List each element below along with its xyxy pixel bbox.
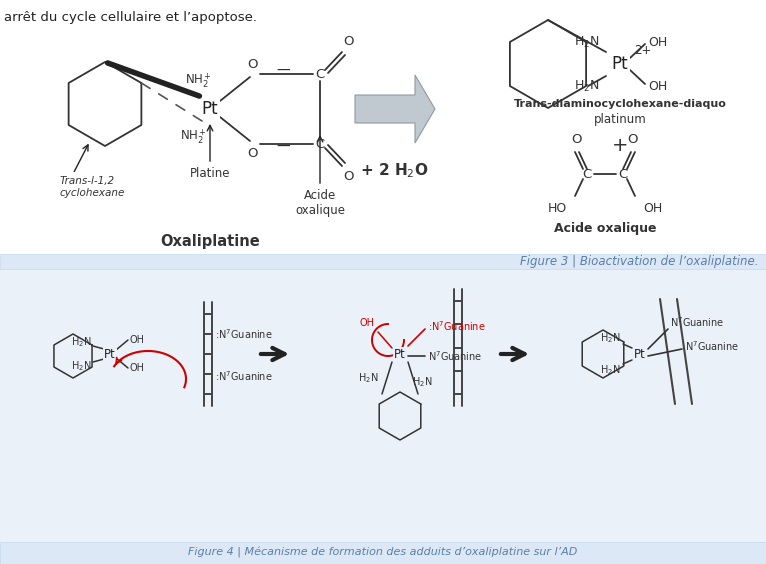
Text: 2+: 2+ [634,43,651,56]
Text: platinum: platinum [594,113,647,126]
Text: C: C [582,168,591,180]
Text: NH$_2^+$: NH$_2^+$ [180,127,207,147]
Text: + 2 H$_2$O: + 2 H$_2$O [360,161,428,180]
Bar [0,0,766,254]
Bar [0,542,766,564]
Text: H$_2$N: H$_2$N [70,359,91,373]
Text: O: O [247,58,257,71]
Text: Pt: Pt [201,100,218,118]
Text: O: O [342,170,353,183]
Text: O: O [628,133,638,146]
Text: arrêt du cycle cellulaire et l’apoptose.: arrêt du cycle cellulaire et l’apoptose. [4,11,257,24]
Polygon shape [355,75,435,143]
Text: O: O [571,133,582,146]
Text: N$^7$Guanine: N$^7$Guanine [670,315,725,329]
Text: Trans-diaminocyclohexane-diaquo: Trans-diaminocyclohexane-diaquo [513,99,726,109]
Text: O: O [342,35,353,48]
Text: OH: OH [648,36,667,49]
Text: Figure 3 | Bioactivation de l’oxaliplatine.: Figure 3 | Bioactivation de l’oxaliplati… [519,255,758,268]
Text: O: O [247,147,257,160]
Text: :N$^7$Guanine: :N$^7$Guanine [215,327,273,341]
Text: OH: OH [643,202,663,215]
Text: Pt: Pt [104,347,116,360]
Text: C: C [316,138,325,151]
Text: :N$^7$Guanine: :N$^7$Guanine [215,369,273,383]
Bar [0,269,766,564]
Text: Figure 4 | Mécanisme de formation des adduits d’oxaliplatine sur l’AD: Figure 4 | Mécanisme de formation des ad… [188,548,578,558]
Text: H$_2$N: H$_2$N [412,375,433,389]
Text: Pt: Pt [394,347,406,360]
Text: —: — [276,140,290,154]
Text: OH: OH [360,318,375,328]
Text: H$_2$N: H$_2$N [600,331,620,345]
Text: OH: OH [130,363,145,373]
Text: NH$_2^+$: NH$_2^+$ [185,72,212,90]
Text: +: + [612,136,628,155]
Text: Pt: Pt [612,55,628,73]
Text: Platine: Platine [190,167,231,180]
Text: H$_2$N: H$_2$N [358,371,378,385]
Text: N$^7$Guanine: N$^7$Guanine [428,349,483,363]
Bar [0,254,766,269]
Text: Acide oxalique: Acide oxalique [554,222,656,235]
Text: C: C [316,68,325,81]
Text: N$^7$Guanine: N$^7$Guanine [685,339,739,353]
Text: C: C [618,168,627,180]
Text: Acide
oxalique: Acide oxalique [295,189,345,217]
Text: H$_2$N: H$_2$N [574,34,600,50]
Text: OH: OH [648,80,667,92]
Text: —: — [276,64,290,78]
Text: H$_2$N: H$_2$N [600,363,620,377]
Text: H$_2$N: H$_2$N [574,78,600,94]
Text: Oxaliplatine: Oxaliplatine [160,234,260,249]
Text: HO: HO [548,202,567,215]
Text: :N$^7$Guanine: :N$^7$Guanine [428,319,486,333]
Text: Pt: Pt [634,347,646,360]
Text: Trans-l-1,2
cyclohexane: Trans-l-1,2 cyclohexane [60,176,126,197]
Text: H$_2$N: H$_2$N [70,335,91,349]
Text: OH: OH [130,335,145,345]
